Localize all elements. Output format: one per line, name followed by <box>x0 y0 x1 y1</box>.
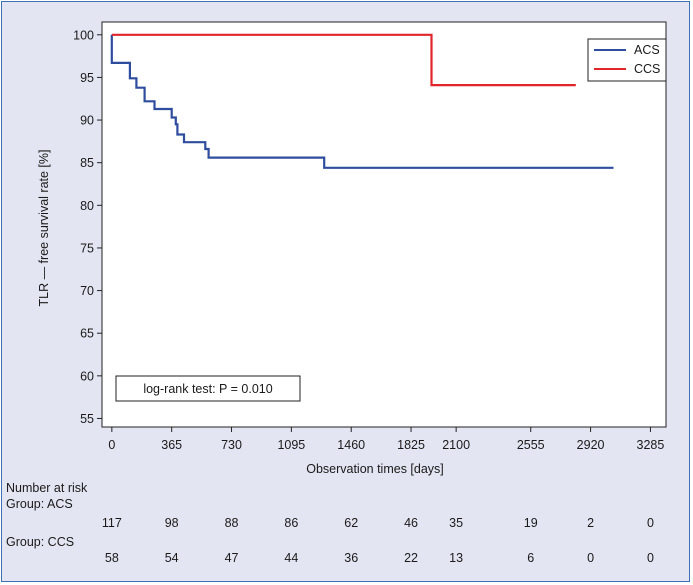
y-tick-label: 75 <box>80 241 94 255</box>
risk-count-acs: 117 <box>101 516 122 530</box>
y-tick-label: 55 <box>80 412 94 426</box>
risk-count-acs: 46 <box>404 516 418 530</box>
plot-area <box>101 21 667 428</box>
x-tick-label: 2920 <box>577 438 605 452</box>
x-tick-label: 1825 <box>397 438 425 452</box>
risk-count-ccs: 13 <box>449 551 464 565</box>
y-tick-label: 70 <box>80 284 94 298</box>
risk-count-acs: 86 <box>284 516 299 530</box>
y-tick-label: 90 <box>80 114 94 128</box>
risk-count-acs: 98 <box>164 516 179 530</box>
y-tick-label: 95 <box>80 71 94 85</box>
risk-count-acs: 19 <box>523 516 538 530</box>
y-tick-label: 85 <box>80 156 94 170</box>
legend-label-acs: ACS <box>634 43 660 57</box>
series-line-ccs <box>111 33 576 87</box>
risk-table-title: Number at risk <box>6 481 88 495</box>
risk-count-ccs: 44 <box>284 551 299 565</box>
risk-count-ccs: 6 <box>527 551 535 565</box>
risk-count-ccs: 36 <box>344 551 359 565</box>
y-axis-title: TLR — free survival rate [%] <box>37 150 51 307</box>
x-tick-label: 2100 <box>442 438 470 452</box>
x-tick-label: 3285 <box>637 438 665 452</box>
x-axis-title: Observation times [days] <box>306 462 444 476</box>
risk-group-label-ccs: Group: CCS <box>6 535 75 549</box>
risk-count-acs: 35 <box>449 516 464 530</box>
legend-label-ccs: CCS <box>634 62 660 76</box>
risk-count-ccs: 47 <box>224 551 239 565</box>
risk-count-ccs: 54 <box>164 551 179 565</box>
risk-count-acs: 88 <box>224 516 239 530</box>
annotation-box: log-rank test: P = 0.010 <box>115 375 301 402</box>
risk-count-ccs: 0 <box>646 551 654 565</box>
x-tick-label: 0 <box>108 438 115 452</box>
legend: ACS CCS <box>587 38 667 82</box>
risk-count-ccs: 0 <box>587 551 595 565</box>
risk-count-acs: 0 <box>646 516 654 530</box>
risk-count-acs: 2 <box>587 516 595 530</box>
risk-count-ccs: 22 <box>404 551 418 565</box>
series-line-acs <box>110 34 614 169</box>
x-tick-label: 2555 <box>517 438 545 452</box>
x-tick-label: 1095 <box>277 438 305 452</box>
x-tick-label: 730 <box>221 438 242 452</box>
y-tick-label: 65 <box>80 327 94 341</box>
y-tick-label: 60 <box>80 369 94 383</box>
logrank-annotation: log-rank test: P = 0.010 <box>143 382 272 396</box>
x-tick-label: 365 <box>161 438 182 452</box>
x-tick-label: 1460 <box>337 438 365 452</box>
y-tick-label: 80 <box>80 199 94 213</box>
risk-count-acs: 62 <box>344 516 359 530</box>
y-tick-label: 100 <box>73 28 94 42</box>
risk-group-label-acs: Group: ACS <box>6 497 73 511</box>
risk-count-ccs: 58 <box>104 551 119 565</box>
